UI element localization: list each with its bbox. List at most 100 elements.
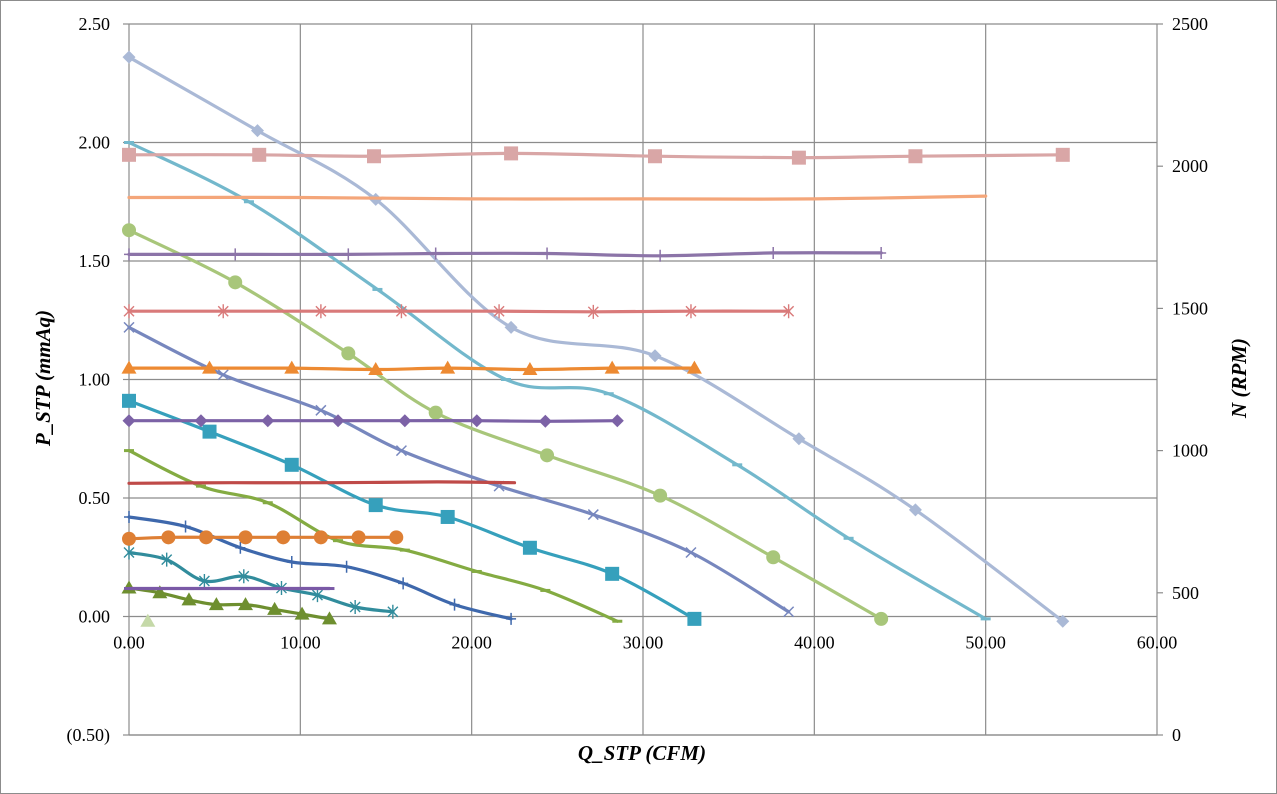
data-point — [389, 530, 404, 545]
data-point — [506, 612, 517, 625]
data-point — [122, 414, 136, 428]
data-point — [1056, 614, 1070, 628]
data-point — [238, 530, 253, 545]
rpm-series-line — [127, 366, 696, 372]
x-tick-label: 30.00 — [623, 633, 664, 653]
rpm-series-8 — [122, 530, 404, 546]
data-point — [122, 223, 136, 238]
data-point — [470, 414, 484, 428]
y-tick-label: 2.00 — [79, 133, 111, 153]
data-point — [395, 445, 407, 457]
data-point — [504, 146, 519, 161]
pressure-series-1 — [122, 50, 1070, 628]
data-point — [368, 362, 384, 376]
data-point — [140, 613, 156, 627]
pressure-series-line — [127, 515, 513, 621]
data-point — [647, 149, 662, 164]
pressure-series-4 — [123, 321, 795, 618]
data-point — [504, 320, 518, 334]
x-tick-label: 10.00 — [280, 633, 321, 653]
rpm-series-3 — [124, 246, 887, 262]
data-point — [124, 248, 134, 261]
y2-tick-label: 0 — [1172, 725, 1181, 745]
x-tick-label: 60.00 — [1137, 633, 1178, 653]
y-tick-label: 0.50 — [79, 488, 111, 508]
y2-tick-label: 2500 — [1172, 14, 1208, 34]
pressure-series-7 — [124, 510, 517, 625]
rpm-series-7 — [127, 480, 517, 485]
data-point — [440, 509, 455, 524]
data-point — [313, 530, 328, 545]
data-point — [604, 360, 620, 374]
rpm-series-5 — [121, 360, 702, 376]
data-point — [315, 404, 327, 416]
data-point — [908, 503, 922, 517]
pressure-series-6 — [124, 449, 623, 623]
x-tick-label: 40.00 — [794, 633, 835, 653]
rpm-series-line — [127, 480, 517, 485]
pressure-series-2 — [124, 140, 991, 621]
data-point — [349, 600, 361, 615]
y-tick-label: 2.50 — [79, 14, 111, 34]
data-point — [655, 249, 666, 262]
data-point — [284, 360, 300, 374]
data-point — [152, 585, 168, 599]
data-point — [428, 405, 443, 420]
y2-axis-title: N (RPM) — [1227, 338, 1251, 419]
y2-tick-label: 1500 — [1172, 298, 1208, 318]
data-point — [238, 569, 250, 584]
pressure-series-line — [127, 55, 1065, 623]
data-point — [522, 540, 537, 555]
rpm-series-line — [127, 251, 883, 258]
data-point — [687, 611, 702, 626]
data-point — [542, 247, 553, 260]
data-point — [522, 362, 538, 376]
pressure-series-9 — [121, 580, 337, 625]
data-point — [208, 597, 224, 611]
data-point — [792, 432, 806, 446]
x-axis-title: Q_STP (CFM) — [578, 741, 706, 765]
rpm-series-1 — [122, 146, 1070, 165]
data-point — [538, 414, 552, 428]
data-point — [217, 369, 229, 381]
data-point — [493, 304, 505, 319]
y-tick-label: (0.50) — [67, 725, 111, 746]
data-point — [1055, 147, 1070, 162]
data-point — [161, 552, 173, 567]
data-point — [874, 611, 889, 626]
pressure-series-5 — [122, 393, 702, 626]
data-point — [294, 606, 310, 620]
data-point — [876, 246, 887, 259]
data-point — [202, 424, 217, 439]
data-point — [766, 550, 781, 565]
data-point — [686, 360, 702, 374]
data-point — [587, 509, 599, 521]
data-point — [685, 304, 697, 319]
rpm-series-line — [127, 309, 791, 314]
data-point — [587, 304, 599, 319]
data-point — [180, 520, 191, 533]
data-point — [251, 124, 264, 138]
data-point — [123, 545, 135, 560]
data-point — [368, 498, 383, 513]
data-point — [331, 414, 345, 428]
x-tick-label: 0.00 — [113, 633, 145, 653]
data-point — [122, 393, 136, 408]
pressure-series-line — [127, 449, 619, 623]
data-point — [267, 601, 283, 615]
data-point — [398, 414, 412, 428]
data-point — [202, 360, 218, 374]
data-point — [181, 592, 197, 606]
x-tick-label: 50.00 — [965, 633, 1006, 653]
x-tick-label: 20.00 — [451, 633, 492, 653]
data-point — [238, 597, 254, 611]
y-tick-label: 1.50 — [79, 251, 111, 271]
data-point — [122, 147, 136, 162]
data-point — [311, 588, 323, 603]
data-point — [367, 149, 382, 164]
rpm-series-6 — [122, 414, 624, 428]
data-point — [430, 247, 441, 260]
pressure-series-line — [127, 228, 883, 621]
